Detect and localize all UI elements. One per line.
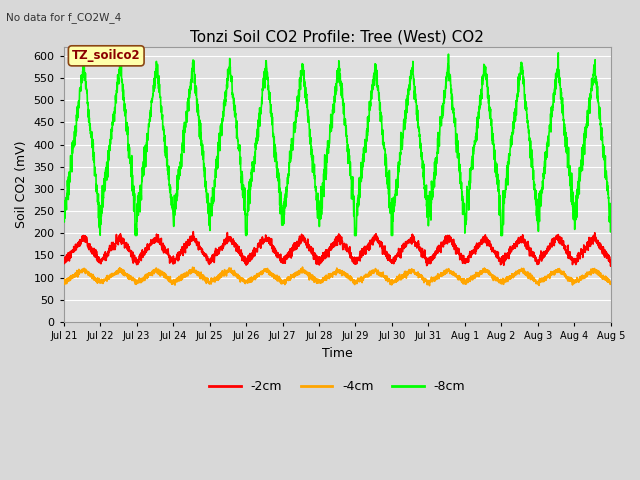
Legend: -2cm, -4cm, -8cm: -2cm, -4cm, -8cm [204,375,470,398]
Y-axis label: Soil CO2 (mV): Soil CO2 (mV) [15,141,28,228]
Text: TZ_soilco2: TZ_soilco2 [72,49,141,62]
Text: No data for f_CO2W_4: No data for f_CO2W_4 [6,12,122,23]
Title: Tonzi Soil CO2 Profile: Tree (West) CO2: Tonzi Soil CO2 Profile: Tree (West) CO2 [190,29,484,44]
X-axis label: Time: Time [322,347,353,360]
